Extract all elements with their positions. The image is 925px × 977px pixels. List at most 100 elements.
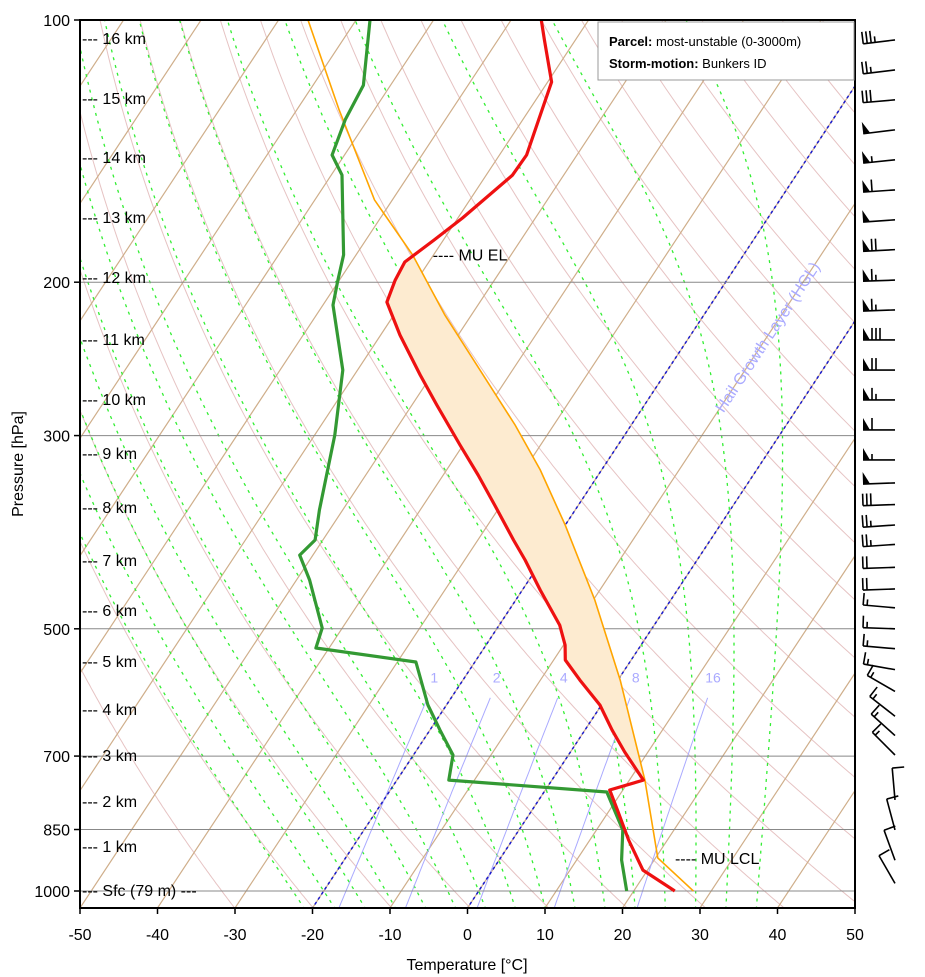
y-tick-label: 700 [43, 749, 70, 766]
isotherm [389, 202, 855, 908]
wind-barb [862, 179, 896, 193]
wind-barbs [860, 30, 905, 884]
wind-barb [861, 514, 896, 529]
isotherm [80, 20, 512, 675]
barb-staff [885, 798, 896, 831]
x-tick-label: 50 [846, 927, 864, 944]
wind-barb [885, 795, 899, 831]
moist-adiabat [138, 20, 546, 908]
barb-half [866, 640, 869, 647]
wind-barb [863, 387, 895, 401]
wind-barb [862, 592, 896, 609]
isotherm [156, 20, 745, 908]
barb-full [862, 652, 867, 665]
wind-barb [860, 61, 896, 75]
dry-adiabat [500, 20, 855, 488]
wind-barb [861, 556, 896, 570]
y-tick-label: 850 [43, 823, 70, 840]
barb-pennant [862, 210, 871, 223]
mu-el-label: ---- MU EL [433, 248, 508, 265]
legend-parcel-label: Parcel: [609, 34, 652, 49]
barb-full [862, 633, 865, 646]
y-axis-title: Pressure [hPa] [10, 411, 27, 517]
barb-full [861, 534, 864, 547]
barb-staff [863, 69, 896, 75]
barb-pennant [861, 151, 871, 164]
height-label: --- Sfc (79 m) --- [82, 883, 197, 900]
barb-full [865, 514, 868, 528]
dry-adiabat [741, 20, 855, 166]
isotherm [0, 1, 59, 910]
wind-barb [861, 89, 896, 104]
barb-staff [863, 248, 896, 253]
plot-frame [79, 19, 856, 909]
x-axis-title: Temperature [°C] [406, 957, 527, 974]
height-label: --- 12 km [82, 270, 146, 287]
legend-parcel-value: most-unstable (0-3000m) [656, 34, 801, 49]
wind-barb [863, 327, 895, 341]
moist-adiabat [80, 43, 487, 908]
barb-staff [862, 503, 896, 507]
barb-staff [878, 855, 896, 884]
height-label: --- 11 km [82, 332, 145, 349]
barb-half [870, 671, 875, 678]
y-tick-label: 500 [43, 622, 70, 639]
barb-pennant [861, 121, 871, 134]
y-tick-label: 200 [43, 275, 70, 292]
dry-adiabat [139, 20, 707, 908]
parcel-trace [307, 20, 694, 892]
wind-barb [861, 534, 896, 548]
barb-staff [862, 626, 896, 630]
y-tick-label: 100 [43, 13, 70, 30]
x-tick-label: -10 [378, 927, 401, 944]
x-tick-label: 30 [691, 927, 709, 944]
wind-barb [861, 151, 896, 164]
wind-barb [878, 848, 896, 884]
barb-half [866, 599, 869, 606]
barb-full [861, 90, 864, 103]
barb-full [878, 848, 890, 857]
height-label: --- 4 km [82, 702, 137, 719]
barb-pennant [862, 472, 871, 485]
barb-full [868, 30, 872, 43]
barb-full [860, 61, 865, 74]
wind-barb [871, 723, 896, 756]
height-label: --- 13 km [82, 210, 146, 227]
height-label: --- 5 km [82, 654, 137, 671]
barb-full [870, 704, 880, 715]
wind-barb [861, 577, 896, 591]
barb-staff [863, 645, 896, 650]
wind-barb [863, 358, 895, 371]
wind-barb [860, 30, 896, 45]
isotherm [544, 437, 855, 908]
barb-full [871, 723, 882, 733]
barb-full [862, 592, 865, 606]
barb-staff [863, 663, 896, 671]
moist-adiabat [80, 407, 366, 908]
mixing-ratio-label: 4 [560, 669, 568, 685]
barb-pennant [863, 387, 870, 400]
moist-adiabat [226, 20, 606, 908]
isotherm [80, 20, 667, 908]
wind-barb [862, 268, 896, 283]
moist-adiabat [80, 471, 336, 908]
barb-pennant [863, 327, 870, 340]
barb-pennant [862, 180, 871, 193]
dry-adiabat [380, 20, 855, 659]
wind-barb [870, 704, 896, 737]
dry-adiabat [701, 20, 855, 218]
x-tick-label: -50 [68, 927, 91, 944]
height-label: --- 15 km [82, 91, 146, 108]
wind-barb [866, 664, 896, 693]
barb-staff [871, 731, 896, 756]
height-label: --- 1 km [82, 839, 137, 856]
wind-barb [862, 238, 896, 253]
mixing-ratio-line [553, 697, 631, 908]
mixing-ratio-label: 2 [493, 669, 501, 685]
dry-adiabat [781, 20, 855, 114]
dry-adiabat [80, 540, 314, 908]
isotherm [80, 20, 357, 440]
x-tick-label: 0 [463, 927, 472, 944]
barb-pennant [863, 417, 870, 430]
dry-adiabat [300, 20, 855, 779]
